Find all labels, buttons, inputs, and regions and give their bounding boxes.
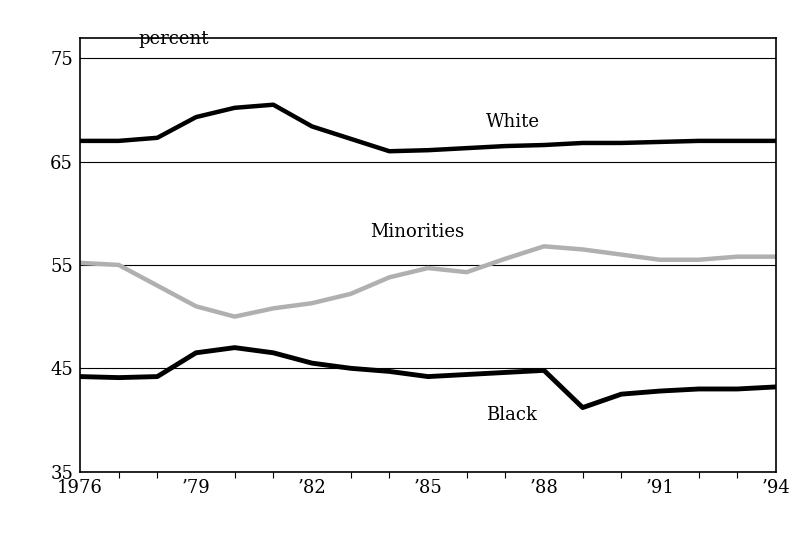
Text: White: White [486,113,540,131]
Text: Black: Black [486,406,537,424]
Text: percent: percent [138,30,209,48]
Text: Minorities: Minorities [370,223,464,241]
